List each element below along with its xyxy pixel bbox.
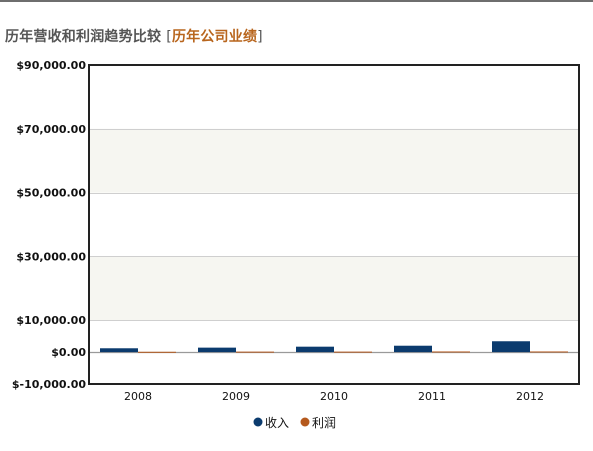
- x-tick-label: 2012: [516, 390, 544, 403]
- profit-bar: [432, 351, 470, 353]
- revenue-bar: [394, 345, 432, 353]
- x-tick-label: 2011: [418, 390, 446, 403]
- revenue-bar: [198, 347, 236, 353]
- y-tick-label: $-10,000.00: [12, 378, 86, 391]
- revenue-bar: [296, 346, 334, 353]
- y-tick-label: $70,000.00: [16, 123, 86, 136]
- profit-bar: [236, 351, 274, 353]
- company-performance-link[interactable]: 历年公司业绩: [171, 29, 258, 45]
- profit-bar: [334, 351, 372, 353]
- grid-lines: [89, 65, 579, 385]
- revenue-bar: [492, 341, 530, 353]
- y-tick-label: $10,000.00: [16, 314, 86, 327]
- chart-header: 历年营收和利润趋势比较 [历年公司业绩]: [5, 26, 263, 46]
- bar-marks: [100, 341, 568, 353]
- legend-label-revenue[interactable]: 收入: [265, 416, 289, 430]
- y-tick-label: $30,000.00: [16, 250, 86, 263]
- y-tick-label: $90,000.00: [16, 59, 86, 72]
- profit-bar: [530, 351, 568, 353]
- plot-bands: [89, 128, 579, 321]
- bracket-open: [: [166, 29, 172, 45]
- bracket-close: ]: [257, 29, 263, 45]
- legend-marker-profit[interactable]: [300, 417, 310, 427]
- plot-band: [89, 256, 579, 321]
- x-tick-label: 2009: [222, 390, 250, 403]
- y-tick-label: $50,000.00: [16, 187, 86, 200]
- x-tick-label: 2010: [320, 390, 348, 403]
- revenue-bar: [100, 348, 138, 353]
- plot-frame: [88, 64, 580, 385]
- x-tick-label: 2008: [124, 390, 152, 403]
- top-divider: [0, 0, 593, 2]
- plot-band: [89, 128, 579, 193]
- legend: 收入 利润: [253, 416, 336, 430]
- profit-bar: [138, 351, 176, 353]
- legend-label-profit[interactable]: 利润: [312, 416, 336, 430]
- y-tick-label: $0.00: [51, 346, 86, 359]
- legend-marker-revenue[interactable]: [253, 417, 263, 427]
- page-title: 历年营收和利润趋势比较: [5, 29, 162, 45]
- axes: $90,000.00 $70,000.00 $50,000.00 $30,000.00…: [12, 59, 580, 403]
